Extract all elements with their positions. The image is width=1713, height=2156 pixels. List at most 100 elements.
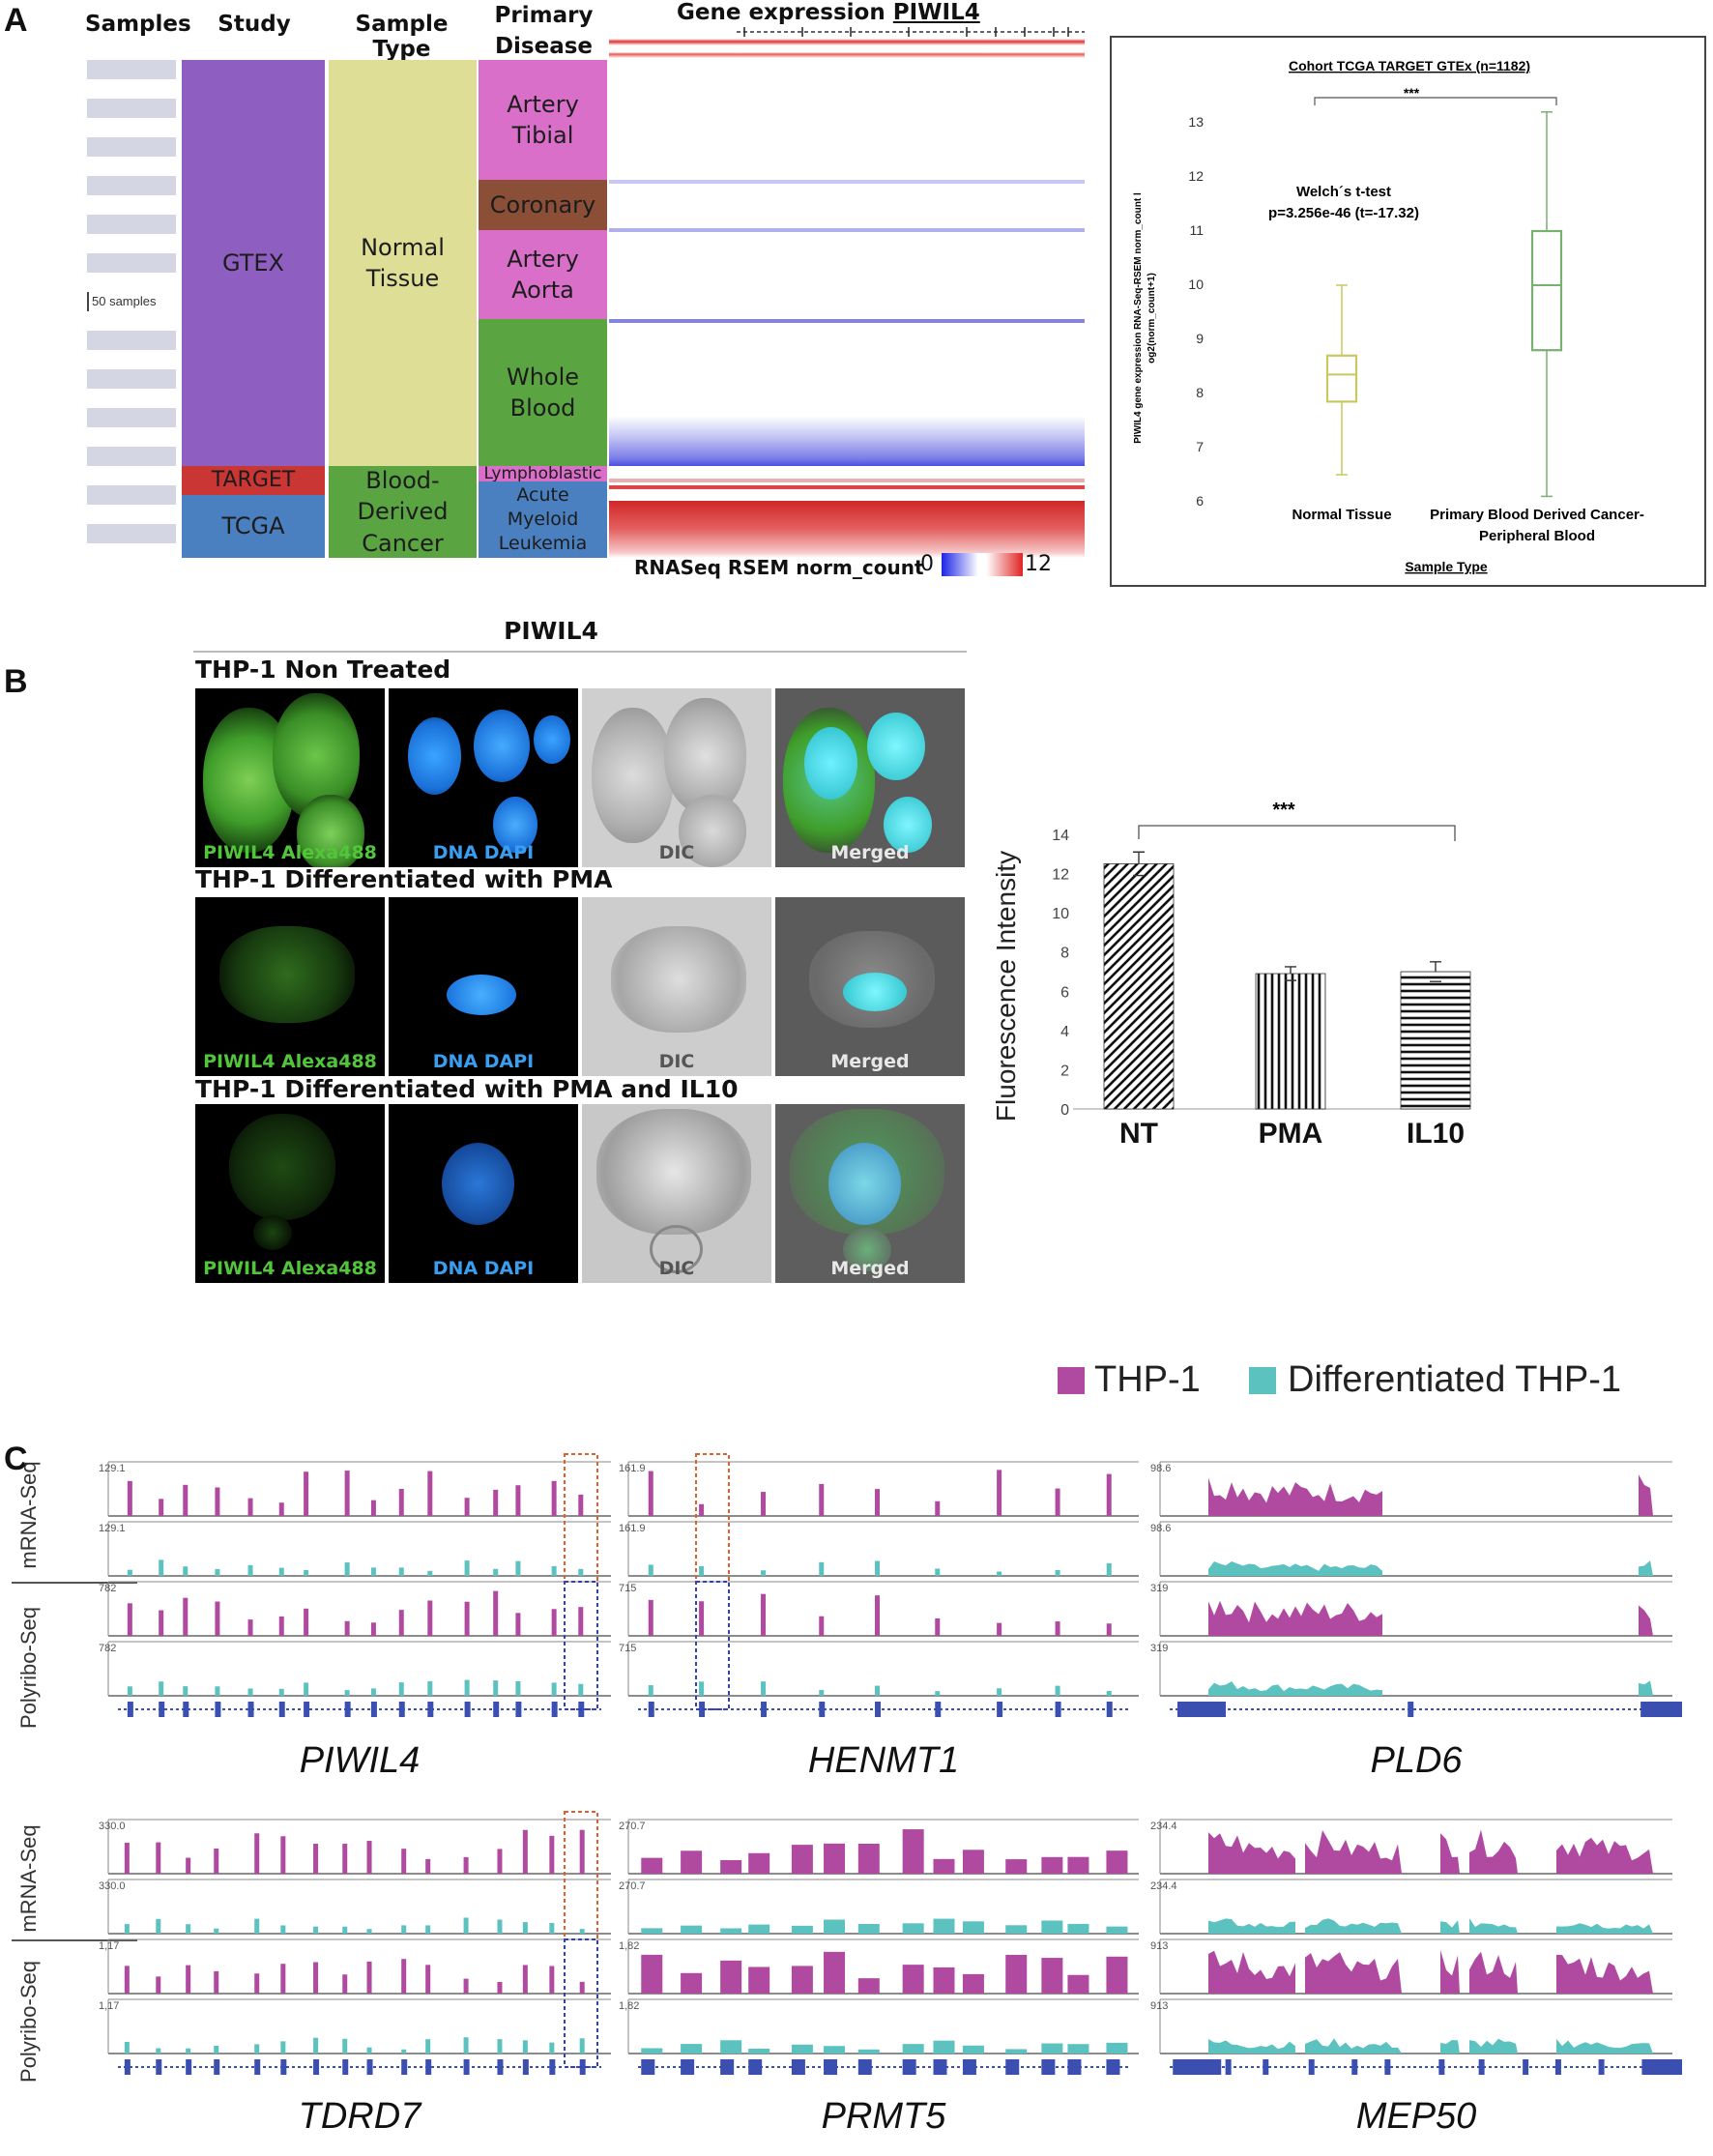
coverage-bar (127, 1686, 132, 1696)
coverage-bar (933, 2040, 955, 2054)
coverage-bar (1067, 1923, 1089, 1934)
track-scale: 913 (1150, 1940, 1168, 1952)
coverage-bar (124, 2041, 130, 2054)
boxplot-ylabel-line1: PIWIL4 gene expression RNA-Seq-RSEM norm… (1133, 192, 1144, 444)
image-pma-piwil4: PIWIL4 Alexa488 (195, 897, 385, 1076)
track-scale: 234.4 (1150, 1880, 1177, 1892)
type-normal-tissue: Normal Tissue (329, 60, 477, 466)
coverage-bar (127, 1569, 132, 1576)
coverage-bar (342, 2038, 348, 2054)
gene-model-exon (278, 1702, 285, 1717)
disease-coronary: Coronary (479, 180, 607, 230)
coverage-bar (579, 1929, 585, 1934)
coverage-bar (493, 1680, 499, 1696)
label-piwil4-pma: PIWIL4 Alexa488 (203, 1051, 377, 1072)
coverage-bar (791, 1845, 813, 1874)
coverage-bar (515, 1613, 521, 1636)
coverage-bar (186, 1857, 191, 1874)
disease-lymphoblastic: Lymphoblastic (479, 464, 607, 483)
coverage-bar (1106, 1623, 1112, 1636)
coverage-bar (398, 1567, 404, 1576)
gene-model-exon (824, 2059, 838, 2075)
coverage-bar (791, 1925, 813, 1934)
image-nt-dapi: DNA DAPI (389, 688, 578, 867)
coverage-bar (1041, 1920, 1063, 1934)
coverage-bar (247, 1564, 253, 1576)
bar-ytick: 8 (1060, 946, 1069, 962)
coverage-bar (933, 1967, 955, 1994)
coverage-bar (344, 1620, 350, 1636)
coverage-bar (761, 1593, 767, 1636)
label-merged-nt: Merged (830, 842, 910, 863)
bar-pma (1255, 973, 1326, 1110)
gene-model-exon (344, 1702, 351, 1717)
gene-model-exon (463, 2059, 470, 2075)
gene-model-exon (124, 2059, 131, 2075)
coverage-bar (648, 1599, 653, 1636)
label-dic-pma: DIC (658, 1051, 695, 1072)
coverage-bar (699, 1681, 705, 1696)
gene-model-exon (370, 1702, 377, 1717)
coverage-bar (463, 2037, 469, 2054)
coverage-bar (933, 1858, 955, 1874)
coverage-bar (641, 1857, 663, 1874)
sample-scale-bar: 50 samples (87, 292, 176, 311)
coverage-bar (398, 1489, 404, 1516)
gene-model-exon (1478, 2059, 1485, 2075)
disease-artery-tibial: Artery Tibial (479, 60, 607, 180)
coverage-bar (1005, 1954, 1028, 1994)
coverage-bar (1106, 1926, 1128, 1934)
significance-bracket (1314, 97, 1557, 105)
boxplot-ytick: 12 (1188, 168, 1204, 184)
coverage-bar (902, 1923, 924, 1934)
coverage-bar (997, 1622, 1002, 1636)
track-scale: 98.6 (1150, 1463, 1171, 1474)
boxplot-cat2-line2: Peripheral Blood (1479, 528, 1595, 544)
legend-diff-swatch (1249, 1367, 1276, 1394)
coverage-bar (278, 1616, 284, 1636)
track-prmt5: 270.7 270.7 1,82 1,82 (619, 1819, 1139, 2075)
coverage-bar (1041, 1958, 1063, 1994)
coverage-bar (183, 1597, 189, 1636)
coverage-bar (278, 1688, 284, 1696)
coverage-bar (902, 1965, 924, 1994)
coverage-bar (254, 1973, 260, 1994)
coverage-area (1170, 1680, 1663, 1696)
coverage-bar (1055, 1685, 1060, 1696)
track-scale: 715 (619, 1583, 636, 1594)
coverage-bar (464, 1560, 470, 1576)
coverage-bar (824, 1919, 846, 1934)
coverage-bar (254, 1833, 260, 1874)
row-label-mrna-bottom: mRNA-Seq (16, 1824, 41, 1933)
legend-diff-label: Differentiated THP-1 (1288, 1359, 1621, 1400)
disease-whole-blood: Whole Blood (479, 319, 607, 466)
coverage-bar (1106, 1850, 1128, 1874)
label-piwil4-nt: PIWIL4 Alexa488 (203, 842, 377, 863)
boxplot-ytick: 6 (1196, 493, 1204, 509)
gene-model-exon (761, 1702, 768, 1717)
coverage-bar (648, 1685, 653, 1696)
boxplot-ytick: 7 (1196, 439, 1204, 454)
gene-model-exon (720, 2059, 735, 2075)
coverage-bar (463, 1917, 469, 1934)
coverage-bar (313, 1844, 319, 1874)
coverage-bar (370, 1688, 376, 1696)
track-scale: 1,82 (619, 2000, 639, 2012)
boxplot-ytick: 11 (1189, 222, 1204, 238)
gene-model-exon (579, 2059, 586, 2075)
coverage-bar (997, 1470, 1002, 1516)
coverage-bar (551, 1609, 557, 1636)
boxplot-ytick: 8 (1196, 385, 1204, 400)
coverage-bar (681, 1850, 703, 1874)
gene-model-exon (748, 2059, 763, 2075)
track-scale: 270.7 (619, 1880, 646, 1892)
coverage-bar (278, 1567, 284, 1576)
coverage-bar (366, 2047, 372, 2054)
gene-model-exon (493, 1702, 500, 1717)
coverage-area (1170, 1474, 1663, 1516)
coverage-bar (427, 1471, 433, 1516)
coverage-bar (398, 1610, 404, 1636)
gene-model-exon (427, 1702, 434, 1717)
gene-model-exon (425, 2059, 432, 2075)
coverage-bar (549, 2042, 555, 2054)
